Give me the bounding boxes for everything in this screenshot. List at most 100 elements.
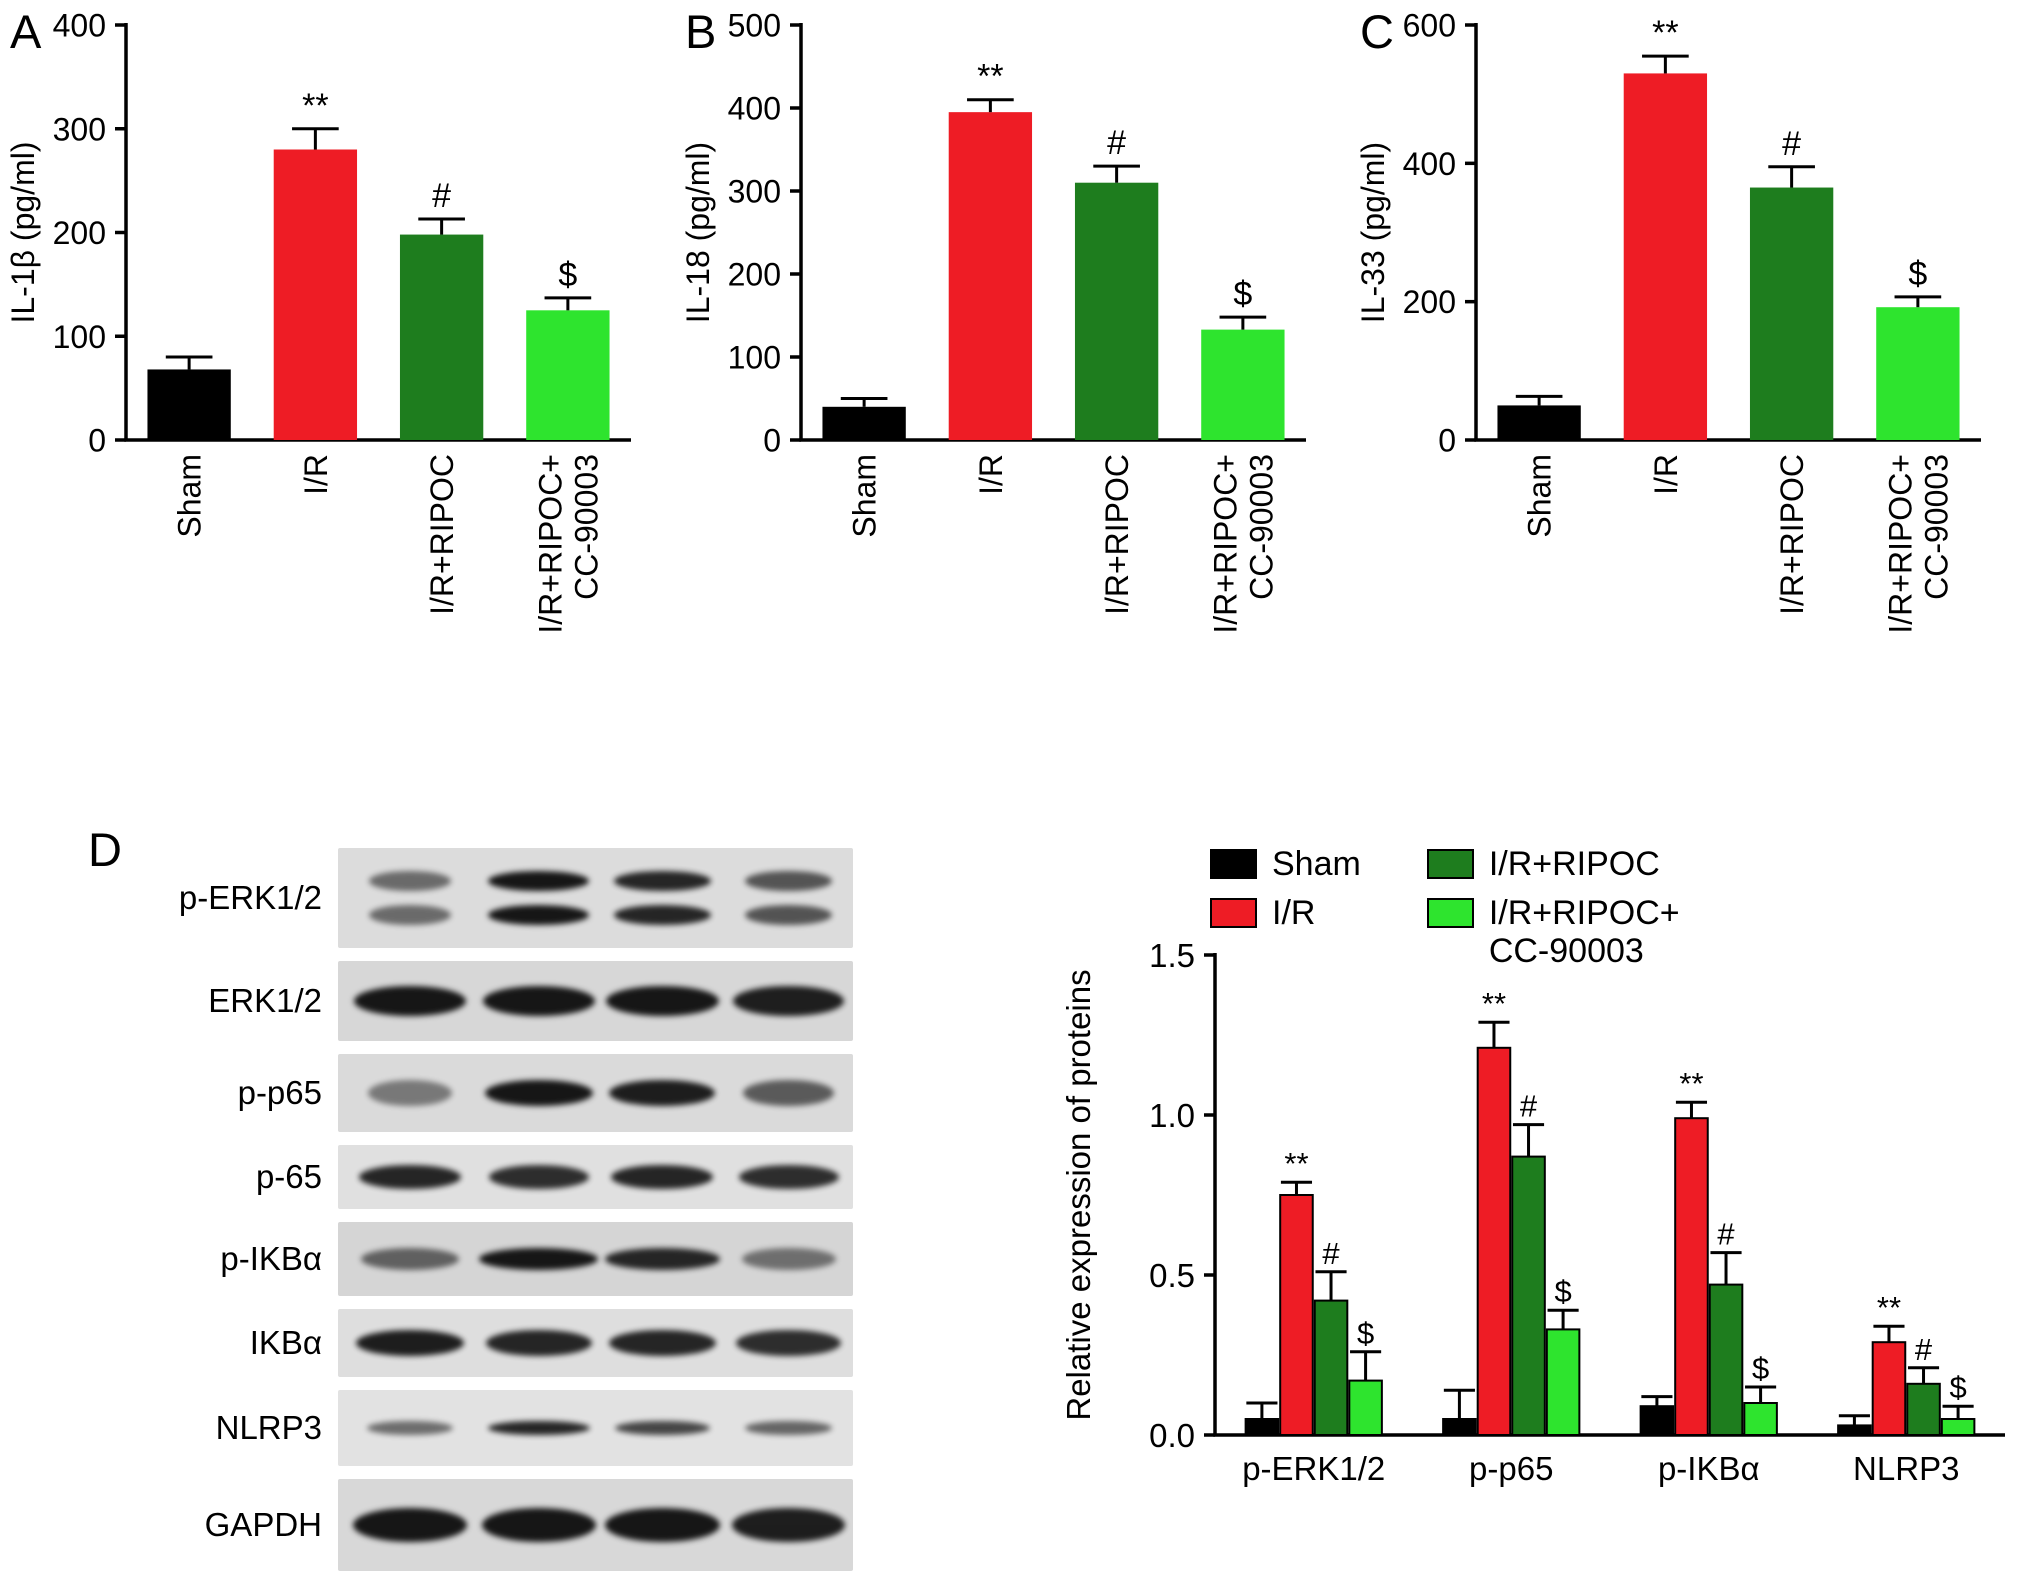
significance-annotation: $: [1357, 1316, 1374, 1351]
blot-row: p-65: [110, 1145, 853, 1209]
x-tick-label: I/R+RIPOC: [1099, 454, 1135, 615]
x-tick-label: I/R+RIPOC: [424, 454, 460, 615]
x-tick-label: Sham: [847, 454, 883, 538]
y-tick-label: 400: [53, 8, 106, 44]
bar: [1348, 1379, 1383, 1437]
blot-row: IKBα: [110, 1309, 853, 1377]
x-tick-label: p-IKBα: [1658, 1450, 1760, 1487]
significance-annotation: #: [1782, 125, 1801, 163]
blot-band: [732, 1508, 845, 1542]
y-tick-label: 300: [728, 174, 781, 210]
blot-band: [352, 1508, 468, 1542]
significance-annotation: #: [1107, 124, 1126, 162]
bar: [147, 369, 231, 440]
panel-label-b: B: [685, 5, 717, 58]
bar-chart-relative-expression: 0.0 0.5 1.0 1.5 Relative expression of prote…: [1060, 937, 2005, 1487]
blot-band: [613, 871, 712, 891]
y-tick-label: 1.5: [1149, 937, 1195, 974]
blot-band: [488, 905, 590, 925]
legend-item: Sham: [1210, 845, 1361, 883]
blot-band: [481, 1508, 597, 1542]
panel-label-a: A: [10, 5, 42, 58]
blot-strip: [338, 1309, 853, 1377]
bar: [1674, 1117, 1709, 1436]
legend-column: Sham I/R: [1210, 845, 1361, 970]
bar: [1708, 1283, 1744, 1436]
bar: [1497, 405, 1581, 440]
blot-band: [356, 1330, 465, 1356]
blot-protein-label: IKBα: [249, 1324, 322, 1361]
legend-label: Sham: [1272, 845, 1361, 883]
significance-annotation: $: [558, 256, 577, 294]
blot-band: [359, 1165, 462, 1189]
blot-strip: [338, 1054, 853, 1132]
bar-chart-il1b: 0 100 200 300 400 IL-1β (pg/ml) Sham ** I/R # I/R+…: [5, 8, 631, 634]
legend-label: I/R: [1272, 894, 1316, 933]
blot-band: [609, 1080, 716, 1106]
blot-strip: [338, 1390, 853, 1466]
legend-column: I/R+RIPOC I/R+RIPOC+ CC-90003: [1426, 845, 1680, 970]
x-tick-label: I/R+RIPOC+: [1207, 454, 1243, 634]
bar: [1623, 73, 1708, 441]
bar: [1837, 1424, 1872, 1437]
significance-annotation: #: [432, 177, 451, 215]
x-tick-label: CC-90003: [1243, 454, 1279, 600]
legend-swatch: [1210, 849, 1257, 879]
y-tick-label: 0.0: [1149, 1417, 1195, 1454]
bar: [1906, 1382, 1941, 1436]
blot-band: [609, 1330, 716, 1356]
blot-row: GAPDH: [110, 1479, 853, 1571]
blot-band: [733, 986, 844, 1016]
blot-band: [613, 905, 712, 925]
x-tick-label: Sham: [1522, 454, 1558, 538]
significance-annotation: $: [1233, 275, 1252, 313]
y-axis-label: IL-18 (pg/ml): [680, 142, 716, 323]
bar: [526, 310, 610, 440]
legend-swatch: [1426, 898, 1474, 929]
y-tick-label: 300: [53, 111, 106, 147]
significance-annotation: **: [1284, 1146, 1308, 1181]
y-tick-label: 100: [728, 340, 781, 376]
legend-swatch: [1210, 898, 1257, 929]
bar: [1442, 1418, 1477, 1436]
legend-item: I/R: [1210, 894, 1361, 932]
y-tick-label: 0: [88, 423, 106, 459]
x-tick-label: Sham: [172, 454, 208, 538]
blot-strip: [338, 848, 853, 948]
x-tick-label: CC-90003: [568, 454, 604, 600]
y-axis-label: IL-1β (pg/ml): [5, 142, 41, 324]
blot-band: [615, 1421, 710, 1435]
blot-row: NLRP3: [110, 1390, 853, 1466]
blot-band: [487, 1421, 590, 1435]
bar: [1476, 1046, 1512, 1437]
blot-protein-label: NLRP3: [215, 1409, 322, 1446]
x-tick-label: p-ERK1/2: [1242, 1450, 1385, 1487]
blot-strip: [338, 1479, 853, 1571]
bar: [1074, 182, 1159, 440]
chart-legend: Sham I/R I/R+RIPOC I/R+RIPOC+ CC-90003: [1210, 845, 1680, 970]
x-tick-label: I/R: [1648, 454, 1684, 495]
blot-protein-label: GAPDH: [204, 1506, 322, 1543]
y-tick-label: 600: [1403, 8, 1456, 44]
y-axis-label: IL-33 (pg/ml): [1355, 142, 1391, 323]
significance-annotation: #: [1520, 1089, 1538, 1124]
x-tick-label: CC-90003: [1918, 454, 1954, 600]
bar-chart-il33: 0 200 400 600 IL-33 (pg/ml) Sham ** I/R # I/R+RIP…: [1355, 8, 1981, 634]
bar: [1639, 1405, 1675, 1437]
blot-band: [606, 986, 719, 1016]
bar: [1871, 1341, 1907, 1437]
panel-label-c: C: [1360, 5, 1394, 58]
significance-annotation: $: [1554, 1274, 1571, 1309]
blot-band: [605, 1248, 720, 1270]
bar: [822, 406, 906, 440]
western-blot-panel: p-ERK1/2 ERK1/2 p-p65 p-65 p-IKBα IKBα NLRP3 GA…: [110, 848, 853, 1571]
blot-row: p-p65: [110, 1054, 853, 1132]
bar: [399, 234, 484, 440]
y-tick-label: 100: [53, 319, 106, 355]
blot-protein-label: p-ERK1/2: [178, 879, 322, 916]
blot-row: ERK1/2: [110, 961, 853, 1041]
bar: [273, 149, 358, 440]
y-axis-label: Relative expression of proteins: [1060, 969, 1097, 1420]
blot-protein-label: p-IKBα: [220, 1240, 322, 1277]
